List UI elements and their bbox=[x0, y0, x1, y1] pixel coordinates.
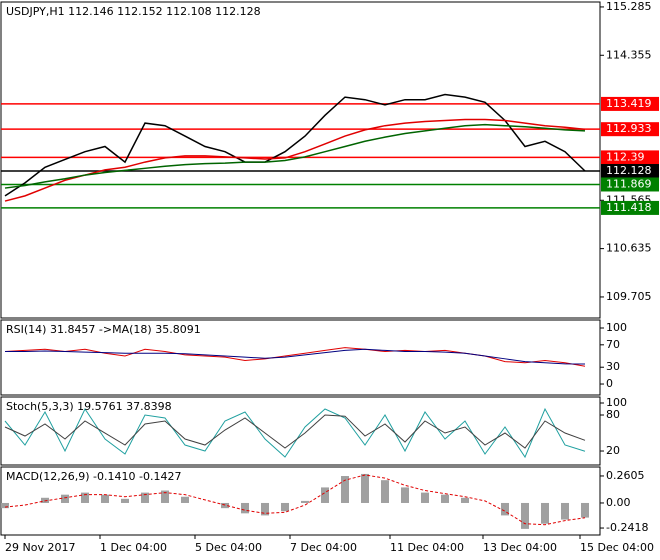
y-tick-label: 109.705 bbox=[606, 290, 652, 303]
level-box bbox=[601, 200, 659, 215]
level-box bbox=[601, 177, 659, 192]
panel-title: USDJPY,H1 112.146 112.152 112.108 112.12… bbox=[6, 5, 261, 18]
x-tick-label: 29 Nov 2017 bbox=[5, 541, 75, 554]
histogram-bar bbox=[541, 502, 549, 524]
series-line bbox=[4, 474, 586, 526]
level-box bbox=[601, 164, 659, 179]
histogram-bar bbox=[461, 497, 469, 503]
histogram-bar bbox=[101, 494, 109, 503]
level-box bbox=[601, 150, 659, 165]
level-label: 112.39 bbox=[606, 150, 645, 163]
histogram-bar bbox=[421, 492, 429, 503]
level-box bbox=[601, 96, 659, 111]
y-tick-label: 100 bbox=[606, 396, 627, 409]
histogram-bar bbox=[341, 476, 349, 503]
y-tick-label: 110.635 bbox=[606, 242, 652, 255]
x-tick-label: 11 Dec 04:00 bbox=[390, 541, 464, 554]
y-tick-label: 0.00 bbox=[606, 496, 631, 509]
histogram-bar bbox=[221, 502, 229, 509]
y-tick-label: -0.2418 bbox=[606, 521, 648, 534]
x-tick-label: 15 Dec 04:00 bbox=[580, 541, 654, 554]
histogram-bar bbox=[181, 496, 189, 503]
histogram-bar bbox=[61, 494, 69, 503]
level-label: 113.419 bbox=[606, 97, 652, 110]
histogram-bar bbox=[281, 502, 289, 512]
x-tick-label: 1 Dec 04:00 bbox=[100, 541, 167, 554]
panel-title: MACD(12,26,9) -0.1410 -0.1427 bbox=[6, 470, 181, 483]
histogram-bar bbox=[521, 502, 529, 529]
histogram-bar bbox=[361, 473, 369, 503]
y-tick-label: 20 bbox=[606, 444, 620, 457]
panel-title: Stoch(5,3,3) 19.5761 37.8398 bbox=[6, 400, 172, 413]
series-line bbox=[4, 118, 586, 202]
y-tick-label: 115.285 bbox=[606, 0, 652, 13]
x-tick-label: 7 Dec 04:00 bbox=[290, 541, 357, 554]
histogram-bar bbox=[441, 494, 449, 503]
panel bbox=[0, 466, 601, 536]
y-tick-label: 0 bbox=[606, 377, 613, 390]
histogram-bar bbox=[301, 500, 309, 503]
panel bbox=[0, 319, 601, 396]
series-line bbox=[4, 123, 586, 189]
histogram-bar bbox=[561, 502, 569, 520]
histogram-bar bbox=[261, 502, 269, 516]
panel-title: RSI(14) 31.8457 ->MA(18) 35.8091 bbox=[6, 323, 201, 336]
histogram-bar bbox=[141, 492, 149, 503]
histogram-bar bbox=[501, 502, 509, 516]
panel bbox=[0, 396, 601, 466]
histogram-bar bbox=[1, 502, 9, 509]
histogram-bar bbox=[41, 497, 49, 503]
histogram-bar bbox=[321, 487, 329, 503]
level-label: 111.869 bbox=[606, 177, 652, 190]
y-tick-label: 100 bbox=[606, 321, 627, 334]
panel bbox=[0, 1, 601, 319]
y-tick-label: 0.2605 bbox=[606, 469, 645, 482]
histogram-bar bbox=[581, 502, 589, 518]
y-tick-label: 114.355 bbox=[606, 48, 652, 61]
y-tick-label: 80 bbox=[606, 408, 620, 421]
y-tick-label: 70 bbox=[606, 338, 620, 351]
histogram-bar bbox=[121, 498, 129, 503]
x-tick-label: 13 Dec 04:00 bbox=[483, 541, 557, 554]
x-tick-label: 5 Dec 04:00 bbox=[195, 541, 262, 554]
series-line bbox=[4, 407, 586, 459]
level-box bbox=[601, 122, 659, 137]
histogram-bar bbox=[161, 490, 169, 503]
level-label: 112.933 bbox=[606, 122, 652, 135]
histogram-bar bbox=[81, 492, 89, 503]
histogram-bar bbox=[241, 502, 249, 514]
level-label: 111.418 bbox=[606, 201, 652, 214]
y-tick-label: 30 bbox=[606, 360, 620, 373]
histogram-bar bbox=[401, 487, 409, 503]
series-line bbox=[4, 347, 586, 367]
series-line bbox=[4, 93, 586, 197]
series-line bbox=[4, 414, 586, 449]
series-line bbox=[5, 348, 586, 365]
level-label: 112.128 bbox=[606, 164, 652, 177]
histogram-bar bbox=[381, 480, 389, 503]
